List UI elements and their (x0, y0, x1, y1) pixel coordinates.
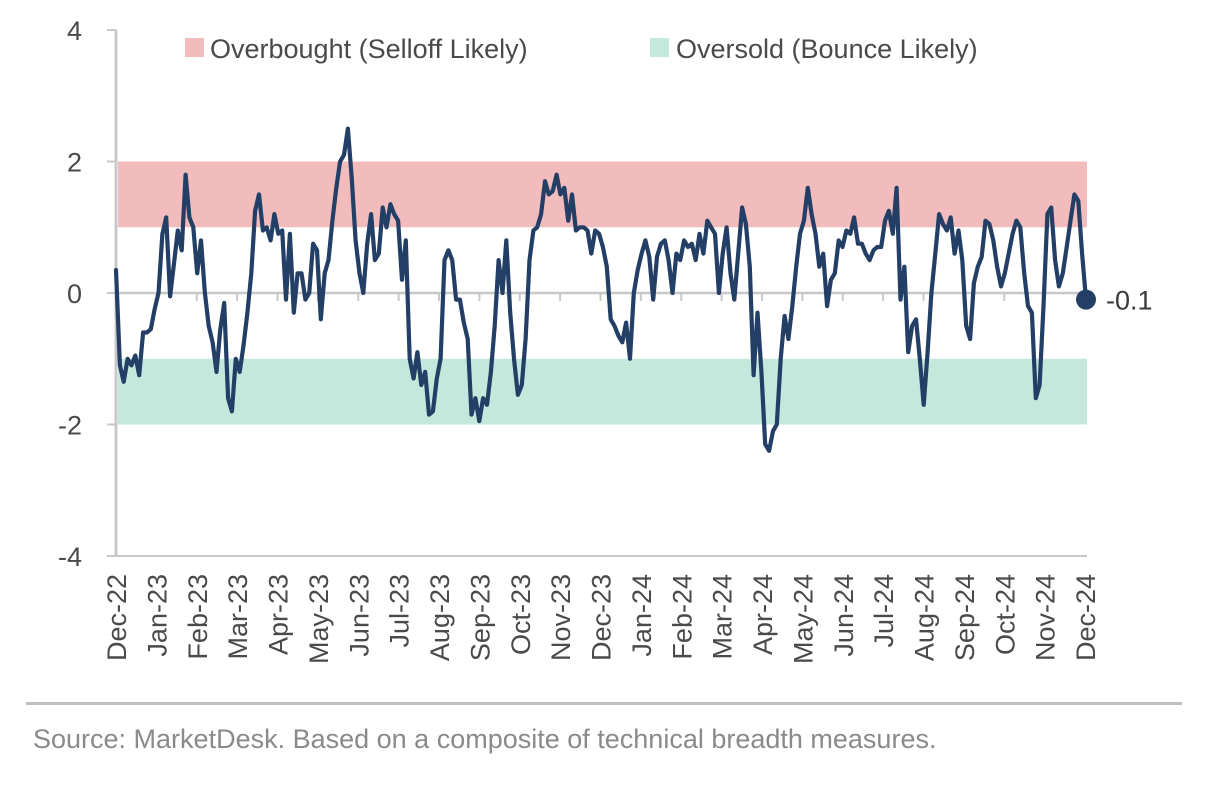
legend: Overbought (Selloff Likely) Oversold (Bo… (185, 34, 978, 64)
legend-swatch-overbought (185, 38, 204, 57)
labels-layer: 4 2 0 -2 -4 Dec-22 Jan-23 Feb-23 Mar-23 Apr-23 May… (58, 16, 1153, 664)
x-tick-label: Sep-23 (465, 574, 495, 661)
x-tick-label: Jul-24 (869, 574, 899, 648)
axes-layer (107, 29, 1087, 557)
end-point-marker (1076, 289, 1096, 310)
x-tick-label: Dec-22 (102, 574, 132, 661)
y-tick-label: 2 (67, 148, 82, 178)
x-tick-label: Feb-23 (183, 574, 213, 660)
x-tick-label: Mar-23 (223, 574, 253, 660)
x-tick-label: May-23 (304, 574, 334, 664)
x-tick-label: Dec-23 (587, 574, 617, 661)
legend-swatch-oversold (650, 38, 669, 57)
x-tick-label: Mar-24 (708, 574, 738, 660)
x-tick-label: Apr-24 (748, 574, 778, 655)
breadth-chart: 4 2 0 -2 -4 Dec-22 Jan-23 Feb-23 Mar-23 Apr-23 May… (58, 16, 1153, 664)
x-tick-label: Aug-23 (425, 574, 455, 661)
x-tick-label: Oct-24 (990, 574, 1020, 655)
x-tick-label: Jan-23 (142, 574, 172, 657)
x-tick-label: Jun-24 (829, 574, 859, 657)
x-tick-label: Dec-24 (1071, 574, 1101, 661)
footer-divider (26, 702, 1182, 705)
series-line (113, 126, 1089, 453)
x-tick-label: Jun-23 (344, 574, 374, 657)
y-tick-label: -4 (58, 542, 82, 572)
x-tick-label: Apr-23 (264, 574, 294, 655)
x-tick-label: May-24 (788, 574, 818, 664)
x-tick-label: Aug-24 (910, 574, 940, 661)
x-tick-label: Oct-23 (506, 574, 536, 655)
source-note: Source: MarketDesk. Based on a composite… (33, 724, 937, 754)
series-layer (113, 126, 1096, 453)
y-tick-label: 0 (67, 279, 82, 309)
x-tick-label: Jul-23 (385, 574, 415, 648)
y-tick-label: 4 (67, 16, 82, 46)
x-tick-label: Nov-24 (1031, 574, 1061, 661)
end-value-label: -0.1 (1106, 286, 1153, 316)
x-tick-label: Jan-24 (627, 574, 657, 657)
x-tick-label: Sep-24 (950, 574, 980, 661)
x-tick-label: Feb-24 (667, 574, 697, 660)
band-oversold (118, 358, 1087, 425)
x-tick-label: Nov-23 (546, 574, 576, 661)
legend-label-overbought: Overbought (Selloff Likely) (210, 34, 528, 64)
band-overbought (118, 161, 1087, 228)
legend-label-oversold: Oversold (Bounce Likely) (676, 34, 978, 64)
y-tick-label: -2 (58, 411, 82, 441)
